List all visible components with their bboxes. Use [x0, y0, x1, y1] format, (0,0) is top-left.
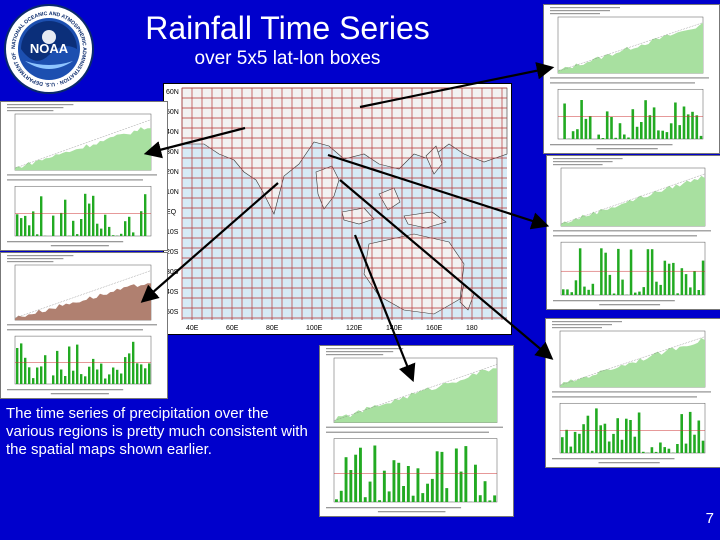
- timeseries-panel-4: [0, 252, 168, 399]
- timeseries-plot: [326, 348, 503, 513]
- slide-title: Rainfall Time Series: [145, 10, 430, 46]
- svg-text:160E: 160E: [426, 325, 443, 332]
- timeseries-panel-2: [0, 101, 168, 251]
- page-number: 7: [705, 510, 714, 527]
- timeseries-plot: [7, 255, 157, 395]
- svg-text:60E: 60E: [226, 325, 239, 332]
- timeseries-plot: [553, 158, 711, 306]
- timeseries-panel-6: [319, 345, 514, 517]
- svg-text:60N: 60N: [166, 89, 179, 96]
- noaa-logo: NOAA NATIONAL OCEANIC AND ATMOSPHERIC AD…: [1, 0, 95, 95]
- slide-subtitle: over 5x5 lat-lon boxes: [194, 48, 381, 69]
- svg-text:50N: 50N: [166, 109, 179, 116]
- svg-text:20N: 20N: [166, 169, 179, 176]
- svg-text:100E: 100E: [306, 325, 323, 332]
- svg-text:NOAA: NOAA: [30, 41, 69, 56]
- timeseries-panel-3: [546, 155, 720, 310]
- timeseries-panel-5: [545, 318, 720, 468]
- timeseries-plot: [550, 7, 709, 150]
- timeseries-plot: [552, 321, 711, 464]
- svg-text:140E: 140E: [386, 325, 403, 332]
- svg-text:50S: 50S: [166, 309, 179, 316]
- timeseries-panel-1: [543, 4, 720, 154]
- svg-text:120E: 120E: [346, 325, 363, 332]
- svg-text:40E: 40E: [186, 325, 199, 332]
- noaa-logo-icon: NOAA NATIONAL OCEANIC AND ATMOSPHERIC AD…: [1, 0, 94, 94]
- svg-text:80E: 80E: [266, 325, 279, 332]
- svg-text:180: 180: [466, 325, 478, 332]
- grid-map: 60N 50N 40N 30N 20N 10N EQ 10S 20S 30S 40S 50S 4…: [163, 83, 512, 335]
- timeseries-plot: [7, 104, 157, 247]
- slide-caption: The time series of precipitation over th…: [6, 405, 308, 458]
